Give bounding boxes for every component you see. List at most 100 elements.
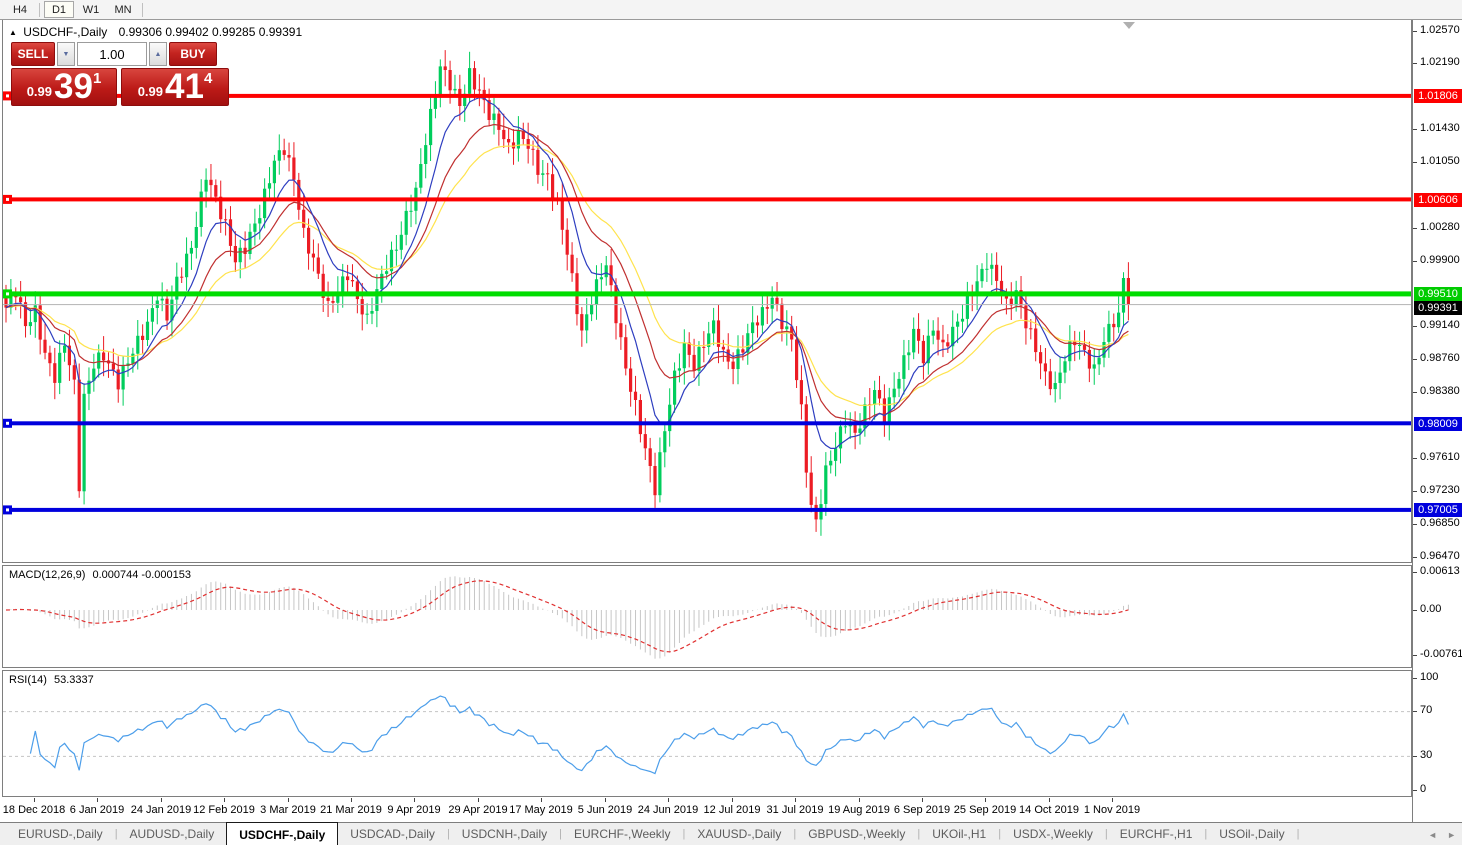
- price-tick-label: 1.01430: [1420, 122, 1460, 134]
- tab-separator: |: [793, 828, 797, 840]
- date-tick: [605, 798, 606, 802]
- timeframe-mn[interactable]: MN: [114, 4, 132, 16]
- date-tick: [732, 798, 733, 802]
- date-label: 12 Feb 2019: [193, 804, 255, 816]
- tab-gbpusd-weekly[interactable]: GBPUSD-,Weekly: [808, 827, 906, 841]
- volume-increase-button[interactable]: ▲: [149, 42, 167, 66]
- price-tick-label: 1.01050: [1420, 155, 1460, 167]
- date-label: 6 Jan 2019: [69, 804, 125, 816]
- indicator-tick: [1413, 678, 1417, 679]
- date-tick: [1112, 798, 1113, 802]
- indicator-tick: [1413, 655, 1417, 656]
- toolbar-separator: [142, 2, 143, 17]
- date-tick: [985, 798, 986, 802]
- price-tick: [1413, 326, 1417, 327]
- tab-usdcnh-daily[interactable]: USDCNH-,Daily: [461, 827, 548, 841]
- tab-ukoil-h1[interactable]: UKOil-,H1: [932, 827, 987, 841]
- price-tick-label: 0.99900: [1420, 254, 1460, 266]
- date-label: 9 Apr 2019: [387, 804, 441, 816]
- price-tick: [1413, 129, 1417, 130]
- date-label: 24 Jun 2019: [637, 804, 699, 816]
- volume-input[interactable]: [77, 42, 147, 66]
- macd-current-values: 0.000744 -0.000153: [92, 569, 191, 581]
- price-tick-label: 0.99140: [1420, 319, 1460, 331]
- price-tick: [1413, 359, 1417, 360]
- timeframe-h4[interactable]: H4: [12, 4, 28, 16]
- volume-decrease-button[interactable]: ▼: [57, 42, 75, 66]
- tab-eurchf-h1[interactable]: EURCHF-,H1: [1119, 827, 1193, 841]
- indicator-tick-label: -0.007612: [1420, 648, 1462, 660]
- tab-separator: |: [559, 828, 562, 840]
- tab-separator: |: [114, 828, 118, 840]
- macd-label: MACD(12,26,9) 0.000744 -0.000153: [9, 569, 191, 581]
- buy-price-big: 41: [165, 67, 204, 107]
- tab-usdx-weekly[interactable]: USDX-,Weekly: [1013, 827, 1093, 841]
- sell-button[interactable]: SELL: [11, 42, 55, 66]
- price-tick-label: 1.02190: [1420, 56, 1460, 68]
- tab-scroll-nav: ◄ ►: [1428, 823, 1456, 845]
- chart-ohlc-values: 0.99306 0.99402 0.99285 0.99391: [118, 25, 303, 39]
- tab-eurchf-weekly[interactable]: EURCHF-,Weekly: [574, 827, 671, 841]
- macd-histogram: [10, 576, 1129, 659]
- buy-price-button[interactable]: 0.99 41 4: [121, 68, 229, 106]
- price-tick: [1413, 261, 1417, 262]
- price-line-badge: 1.00606: [1414, 193, 1462, 207]
- sell-price-button[interactable]: 0.99 39 1: [11, 68, 117, 106]
- price-tick-label: 0.96470: [1420, 550, 1460, 562]
- tab-usdcad-daily[interactable]: USDCAD-,Daily: [350, 827, 435, 841]
- date-tick: [1049, 798, 1050, 802]
- price-line-badge: 0.99510: [1414, 287, 1462, 301]
- tab-scroll-left-icon[interactable]: ◄: [1428, 829, 1438, 840]
- tab-audusd-daily[interactable]: AUDUSD-,Daily: [129, 827, 215, 841]
- chart-title: ▲ USDCHF-,Daily 0.99306 0.99402 0.99285 …: [9, 25, 302, 39]
- macd-canvas[interactable]: [3, 566, 1411, 667]
- date-tick: [922, 798, 923, 802]
- indicator-tick-label: 30: [1420, 749, 1433, 761]
- macd-signal-line: [5, 580, 1129, 653]
- tab-usdchf-daily[interactable]: USDCHF-,Daily: [226, 822, 339, 845]
- one-click-trading-panel: SELL ▼ ▲ BUY 0.99 39 1 0.99 41 4: [11, 42, 233, 106]
- date-label: 1 Nov 2019: [1083, 804, 1141, 816]
- rsi-line: [29, 695, 1129, 775]
- indicator-tick: [1413, 572, 1417, 573]
- date-label: 24 Jan 2019: [130, 804, 192, 816]
- tab-scroll-right-icon[interactable]: ►: [1447, 829, 1456, 840]
- toolbar-separator: [39, 2, 40, 17]
- indicator-tick-label: 0: [1420, 783, 1427, 795]
- price-tick-label: 0.98380: [1420, 385, 1460, 397]
- price-tick-label: 1.00280: [1420, 221, 1460, 233]
- price-chart-canvas[interactable]: [3, 20, 1411, 561]
- date-tick: [541, 798, 542, 802]
- date-tick: [478, 798, 479, 802]
- tab-usoil-daily[interactable]: USOil-,Daily: [1219, 827, 1285, 841]
- indicator-tick-label: 70: [1420, 704, 1433, 716]
- tab-eurusd-daily[interactable]: EURUSD-,Daily: [18, 827, 103, 841]
- buy-button[interactable]: BUY: [169, 42, 217, 66]
- collapse-triangle-icon[interactable]: ▲: [9, 28, 17, 37]
- sell-price-prefix: 0.99: [26, 84, 53, 99]
- candles-layer: [4, 50, 1130, 536]
- sell-price-pip: 1: [92, 70, 102, 87]
- tab-separator: |: [998, 828, 1002, 840]
- price-tick-label: 0.96850: [1420, 517, 1460, 529]
- date-label: 18 Dec 2018: [2, 804, 66, 816]
- price-tick-label: 0.98760: [1420, 352, 1460, 364]
- indicator-tick-label: 100: [1420, 671, 1439, 683]
- price-tick: [1413, 31, 1417, 32]
- chart-symbol-period: USDCHF-,Daily: [23, 25, 108, 39]
- rsi-canvas[interactable]: [3, 671, 1411, 796]
- price-line-badge: 0.98009: [1414, 417, 1462, 431]
- tab-separator: |: [1296, 828, 1300, 840]
- tab-separator: |: [1204, 828, 1208, 840]
- buy-price-pip: 4: [203, 70, 213, 87]
- price-tick-label: 0.97230: [1420, 484, 1460, 496]
- date-label: 5 Jun 2019: [577, 804, 633, 816]
- tab-xauusd-daily[interactable]: XAUUSD-,Daily: [697, 827, 782, 841]
- timeframe-w1[interactable]: W1: [82, 4, 100, 16]
- macd-name: MACD(12,26,9): [9, 569, 86, 581]
- chart-shift-marker-icon[interactable]: [1123, 22, 1135, 29]
- timeframe-d1[interactable]: D1: [44, 1, 74, 18]
- price-tick: [1413, 557, 1417, 558]
- price-tick-label: 0.97610: [1420, 451, 1460, 463]
